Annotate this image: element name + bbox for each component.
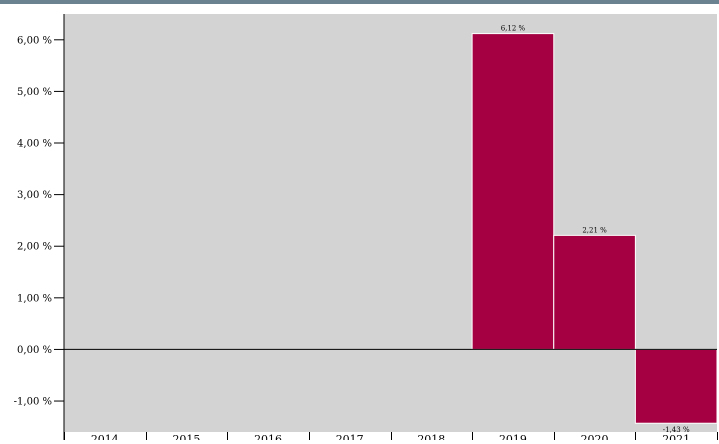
x-tick-label: 2018: [417, 433, 445, 440]
y-tick-label: 2,00 %: [17, 242, 52, 253]
bar-2019: [471, 33, 555, 350]
top-rule: [0, 0, 719, 4]
x-tick-label: 2014: [91, 433, 119, 440]
y-tick-label: 6,00 %: [17, 35, 52, 46]
y-tick-label: 3,00 %: [17, 190, 52, 201]
x-tick-label: 2017: [336, 433, 364, 440]
plot-area: [64, 14, 717, 432]
y-tick-label: 4,00 %: [17, 139, 52, 150]
x-tick-label: 2020: [581, 433, 609, 440]
y-tick-label: 0,00 %: [17, 345, 52, 356]
y-tick-label: 1,00 %: [17, 293, 52, 304]
x-tick-label: 2015: [172, 433, 200, 440]
data-label: 2,21 %: [582, 226, 607, 234]
x-tick-label: 2016: [254, 433, 282, 440]
bar-2021: [634, 348, 718, 424]
x-tick-label: 2019: [499, 433, 527, 440]
y-tick-label: -1,00 %: [14, 397, 52, 408]
y-tick-label: 5,00 %: [17, 87, 52, 98]
data-label: -1,43 %: [663, 426, 690, 434]
x-tick-label: 2021: [662, 433, 690, 440]
data-label: 6,12 %: [501, 25, 526, 33]
bar-2020: [553, 234, 636, 350]
